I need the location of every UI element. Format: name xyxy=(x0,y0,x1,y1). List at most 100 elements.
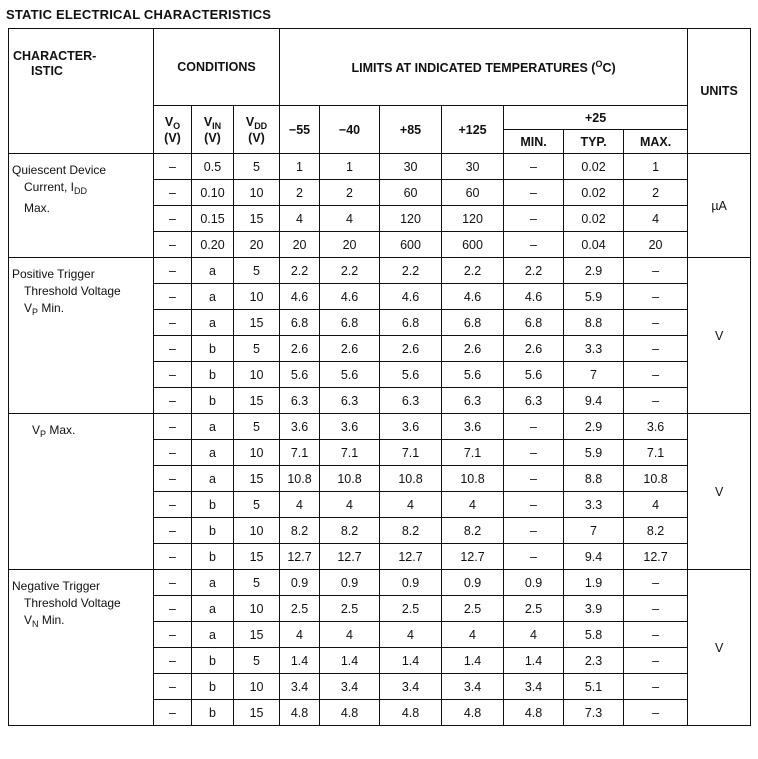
value-cell: 0.02 xyxy=(563,153,625,180)
line-text: Positive Trigger xyxy=(12,267,95,281)
value-cell: – xyxy=(623,309,689,336)
line-sub: P xyxy=(40,429,47,439)
data-row: – b 5 1.4 1.4 1.4 1.4 1.4 2.3– xyxy=(9,647,751,674)
value-cell: 4.8 xyxy=(279,699,321,726)
characteristic-header: CHARACTER- ISTIC xyxy=(8,28,154,154)
symbol-sub: DD xyxy=(254,120,268,131)
value-cell: 3.6 xyxy=(319,413,381,440)
value-cell: 2.3 xyxy=(563,647,625,674)
value-cell: 4 xyxy=(441,621,505,648)
data-row: Negative Trigger Threshold Voltage VN Min.… xyxy=(8,569,752,726)
data-row: – b 10 3.4 3.4 3.4 3.4 3.4 5.1– xyxy=(9,673,751,700)
value-cell: 2.2 xyxy=(441,257,505,284)
value-cell: 5 xyxy=(232,413,281,440)
data-row: – a 15 10.8 10.8 10.8 10.8–8.8 10.8 xyxy=(9,465,751,492)
value-cell: b xyxy=(191,361,234,388)
value-cell: 5.6 xyxy=(319,361,381,388)
value-cell: – xyxy=(503,439,565,466)
value-cell: 0.9 xyxy=(319,569,381,596)
room-column-header: MIN. xyxy=(503,129,565,154)
value-cell: 0.02 xyxy=(563,205,625,232)
value-cell: 2.6 xyxy=(379,335,443,362)
value-cell: 10.8 xyxy=(623,465,689,492)
room-column-header: TYP. xyxy=(563,129,625,154)
value-cell: 20 xyxy=(623,231,689,258)
value-cell: 15 xyxy=(232,621,281,648)
characteristic-line: Current, IDD xyxy=(12,179,153,200)
value-cell: – xyxy=(623,283,689,310)
data-row: – a 10 2.5 2.5 2.5 2.5 2.5 3.9– xyxy=(9,595,751,622)
value-cell: – xyxy=(153,699,192,726)
value-cell: – xyxy=(153,439,192,466)
value-cell: 4.6 xyxy=(503,283,565,310)
condition-unit: (V) xyxy=(204,130,221,145)
value-cell: 15 xyxy=(232,465,281,492)
value-cell: 4 xyxy=(623,205,689,232)
condition-symbol: VO xyxy=(154,115,191,131)
data-row: –0.10 10 2 2 60 60–0.02 2 xyxy=(9,179,751,206)
header-row: CHARACTER- ISTIC CONDITIONS LIMITS AT INDIC… xyxy=(8,28,752,154)
value-cell: 5.8 xyxy=(563,621,625,648)
value-cell: 3.9 xyxy=(563,595,625,622)
value-cell: a xyxy=(191,309,234,336)
line-text: V xyxy=(32,423,41,437)
value-cell: 6.8 xyxy=(319,309,381,336)
value-cell: 12.7 xyxy=(279,543,321,570)
value-cell: 3.3 xyxy=(563,491,625,518)
value-cell: 0.9 xyxy=(279,569,321,596)
value-cell: 2.2 xyxy=(503,257,565,284)
value-cell: – xyxy=(503,491,565,518)
value-cell: a xyxy=(191,569,234,596)
value-cell: 2.6 xyxy=(319,335,381,362)
line-text: Quiescent Device xyxy=(12,163,107,177)
value-cell: – xyxy=(623,335,689,362)
value-cell: 2.6 xyxy=(441,335,505,362)
value-cell: – xyxy=(153,205,192,232)
value-cell: 1 xyxy=(279,153,321,180)
value-cell: – xyxy=(153,569,192,596)
value-cell: – xyxy=(503,153,565,180)
value-cell: – xyxy=(153,491,192,518)
value-cell: 0.5 xyxy=(191,153,234,180)
value-cell: 4 xyxy=(623,491,689,518)
value-cell: 6.3 xyxy=(319,387,381,414)
value-cell: – xyxy=(153,153,192,180)
value-cell: 7 xyxy=(563,361,625,388)
line-sub: P xyxy=(32,307,39,317)
value-cell: 2.5 xyxy=(379,595,443,622)
value-cell: 10.8 xyxy=(379,465,443,492)
value-cell: 2.9 xyxy=(563,257,625,284)
value-cell: 12.7 xyxy=(379,543,443,570)
value-cell: 2 xyxy=(279,179,321,206)
value-cell: 60 xyxy=(441,179,505,206)
value-cell: 5.1 xyxy=(563,673,625,700)
units-cell: V xyxy=(687,413,752,570)
characteristic-line: VN Min. xyxy=(12,612,153,633)
value-cell: 4.6 xyxy=(279,283,321,310)
data-row: – a 10 7.1 7.1 7.1 7.1–5.9 7.1 xyxy=(9,439,751,466)
value-cell: 5 xyxy=(232,257,281,284)
value-cell: a xyxy=(191,465,234,492)
condition-header: VO (V) xyxy=(153,105,192,154)
value-cell: 120 xyxy=(441,205,505,232)
value-cell: 4.8 xyxy=(503,699,565,726)
value-cell: 6.3 xyxy=(279,387,321,414)
value-cell: 120 xyxy=(379,205,443,232)
room-temperature-header: +25 xyxy=(503,105,689,130)
value-cell: a xyxy=(191,283,234,310)
value-cell: 4.6 xyxy=(319,283,381,310)
symbol: V xyxy=(203,114,213,129)
characteristic-line: VP Max. xyxy=(12,422,153,443)
value-cell: 4 xyxy=(279,621,321,648)
value-cell: a xyxy=(191,621,234,648)
value-cell: 8.2 xyxy=(379,517,443,544)
value-cell: 5 xyxy=(232,569,281,596)
characteristic-line: Positive Trigger xyxy=(12,266,153,283)
value-cell: 4 xyxy=(319,491,381,518)
symbol: V xyxy=(245,114,255,129)
value-cell: 0.10 xyxy=(191,179,234,206)
line-text: Current, I xyxy=(24,180,75,194)
line-text: Min. xyxy=(38,301,65,315)
value-cell: 5 xyxy=(232,153,281,180)
value-cell: 5.6 xyxy=(441,361,505,388)
